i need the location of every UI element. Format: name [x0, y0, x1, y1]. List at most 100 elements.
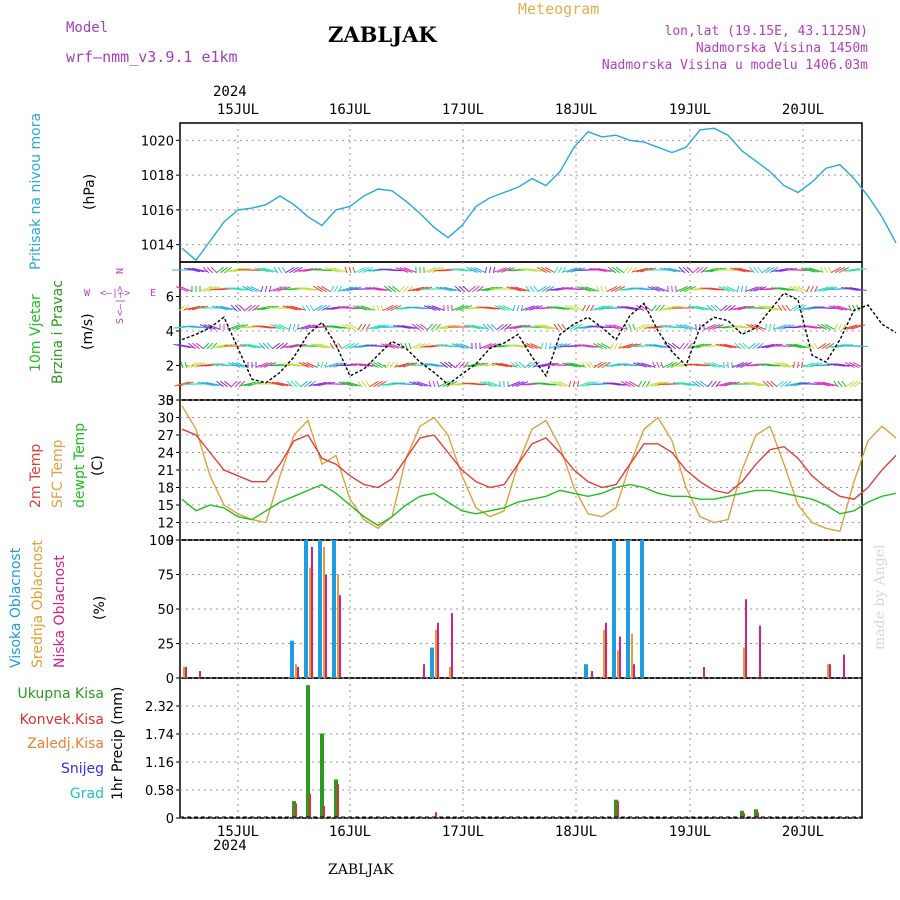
wind-barb	[329, 362, 343, 368]
wind-barb	[845, 287, 863, 291]
wind-barb	[841, 287, 859, 291]
wind-barb	[540, 342, 544, 350]
wind-barb	[468, 285, 476, 293]
wind-barb	[632, 323, 636, 331]
wind-barb	[238, 304, 246, 312]
wind-barb	[439, 361, 449, 369]
wind-barb	[707, 380, 713, 388]
wind-barb	[455, 361, 461, 369]
precip-total-bar	[292, 801, 296, 818]
wind-barb	[435, 324, 453, 330]
cloud-low-bar	[297, 667, 299, 678]
wind-barb	[408, 342, 412, 350]
day-label-top: 15JUL	[217, 102, 259, 118]
wind-barb	[528, 361, 536, 369]
wind-barb	[566, 362, 582, 368]
wind-barb	[338, 286, 354, 292]
wind-barb	[542, 324, 558, 330]
wind-barb	[497, 267, 511, 273]
wind-barb	[806, 325, 826, 329]
wind-barb	[743, 381, 761, 387]
wind-barb	[604, 285, 608, 293]
wind-barb	[362, 266, 374, 274]
wind-barb	[525, 305, 539, 311]
wind-barb	[714, 304, 722, 312]
wind-barb	[376, 304, 380, 312]
wind-barb	[329, 267, 343, 273]
wind-barb	[850, 324, 866, 330]
wind-barb	[510, 361, 518, 369]
wind-barb	[250, 286, 262, 292]
wind-barb	[308, 380, 316, 388]
wind-barb	[530, 343, 542, 349]
wind-barb	[379, 382, 397, 386]
wind-compass-e: E	[150, 288, 157, 299]
wind-barb	[357, 380, 363, 388]
y-tick-label: 1.74	[145, 728, 174, 743]
wind-barb	[577, 381, 591, 387]
wind-barb	[676, 286, 688, 292]
wind-barb	[757, 266, 763, 274]
wind-barb	[788, 285, 800, 293]
wind-barb	[696, 266, 704, 274]
wind-barb	[578, 344, 598, 348]
wind-barb	[487, 381, 501, 387]
wind-barb	[576, 286, 592, 292]
wind-barb	[806, 285, 810, 293]
wind-barb	[248, 304, 256, 312]
wind-barb	[820, 266, 824, 274]
wind-barb	[274, 324, 286, 330]
wind-barb	[393, 325, 411, 329]
wind-barb	[695, 380, 705, 388]
precip-conv-bar	[757, 812, 759, 818]
y-tick-label: 24	[157, 447, 174, 462]
wind-barb	[278, 324, 290, 330]
wind-barb	[423, 305, 437, 311]
wind-barb	[297, 324, 311, 330]
wind-barb	[498, 305, 510, 311]
wind-barb	[848, 268, 868, 272]
wind-barb	[646, 381, 662, 387]
wind-barb	[301, 324, 315, 330]
wind-barb	[746, 324, 758, 330]
wind-barb	[227, 324, 241, 330]
wind-barb	[621, 380, 631, 388]
wind-barb	[258, 267, 274, 273]
wind-barb	[751, 381, 769, 387]
wind-barb	[327, 306, 345, 310]
wind-barb	[822, 381, 838, 387]
wind-barb	[227, 362, 241, 368]
wind-barb	[234, 304, 242, 312]
wind-barb	[524, 361, 532, 369]
wind-barb	[715, 343, 733, 349]
wind-barb	[562, 362, 578, 368]
wind-barb	[828, 266, 832, 274]
wind-barb	[304, 380, 312, 388]
wind-barb	[683, 324, 697, 330]
wind-barb	[796, 285, 808, 293]
wind-barb	[341, 342, 351, 350]
wind-barb	[569, 323, 579, 331]
sfc-temp-line	[181, 405, 897, 533]
wind-barb	[443, 286, 461, 292]
wind-barb	[455, 305, 469, 311]
wind-barb	[273, 286, 287, 292]
wind-barb	[361, 305, 375, 311]
wind-barb	[837, 380, 843, 388]
cloud-low-bar	[325, 574, 327, 678]
wind-barb	[286, 305, 302, 311]
footer-station: ZABLJAK	[328, 862, 394, 878]
wind-barb	[253, 305, 271, 311]
wind-barb	[562, 267, 578, 273]
wind-barb	[785, 381, 803, 387]
wind-barb	[329, 342, 335, 350]
wind-barb	[707, 362, 721, 368]
wind-barb	[603, 363, 621, 367]
wind-barb	[298, 287, 318, 291]
wind-barb	[298, 362, 310, 368]
y-tick-label: 25	[157, 638, 174, 653]
wind-barb	[407, 286, 425, 292]
wind-barb	[276, 342, 284, 350]
wind-barb	[299, 268, 317, 272]
wind-barb	[550, 306, 570, 310]
